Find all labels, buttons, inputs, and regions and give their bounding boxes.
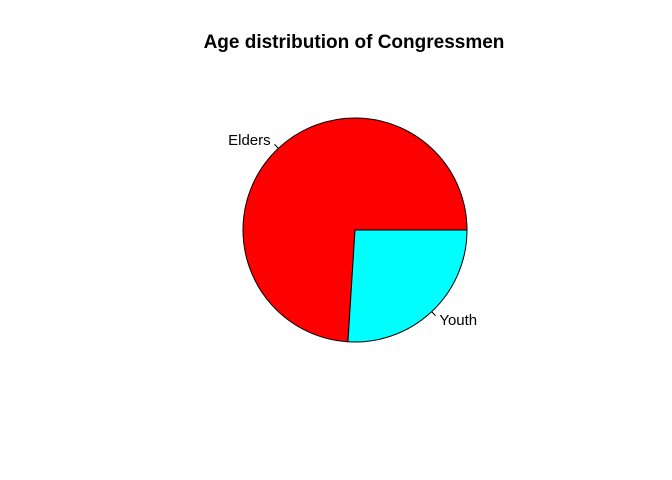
slice-label-elders: Elders xyxy=(228,132,271,149)
leader-line-youth xyxy=(431,311,436,317)
pie-slices xyxy=(242,117,468,343)
leader-line-elders xyxy=(274,143,279,149)
chart-title: Age distribution of Congressmen xyxy=(204,32,505,53)
pie-slice-youth xyxy=(347,229,468,343)
slice-label-youth: Youth xyxy=(439,312,477,329)
pie-labels: Elders Youth xyxy=(228,132,477,329)
